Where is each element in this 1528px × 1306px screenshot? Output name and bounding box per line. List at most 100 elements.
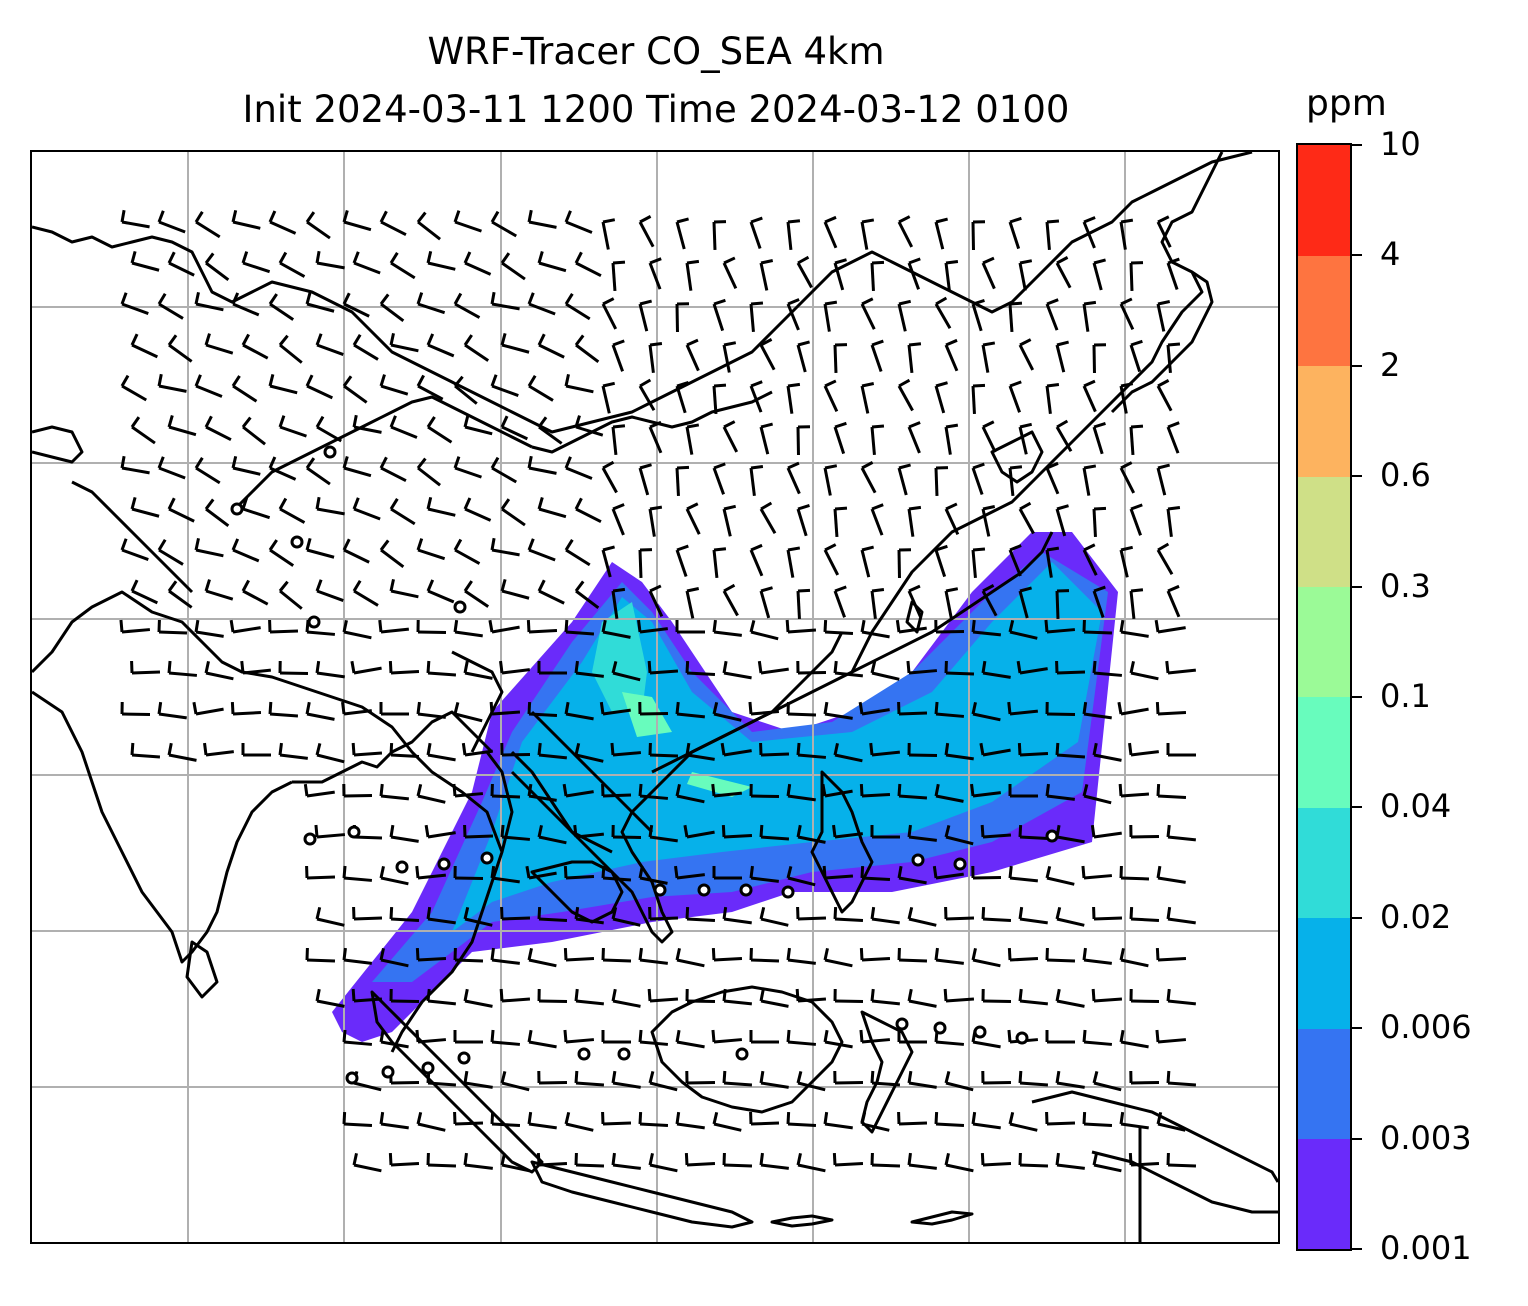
wind-barb-flag	[527, 701, 532, 715]
wind-barb	[824, 630, 854, 635]
wind-barb	[713, 957, 743, 962]
wind-barb	[306, 548, 335, 559]
wind-barb	[935, 872, 964, 880]
wind-barb	[1129, 262, 1134, 292]
wind-barb	[1093, 1163, 1122, 1173]
wind-barb	[982, 748, 1011, 757]
wind-barb-flag	[1093, 585, 1106, 593]
wind-barb-flag	[723, 420, 736, 429]
wind-barb	[935, 958, 964, 965]
wind-barb	[380, 794, 410, 801]
wind-barb-flag	[870, 1070, 875, 1084]
wind-barb	[306, 466, 331, 486]
wind-barb	[601, 385, 611, 414]
wind-barb	[1130, 671, 1159, 681]
wind-barb	[760, 1081, 789, 1089]
wind-barb	[945, 671, 975, 676]
wind-barb	[944, 344, 959, 372]
wind-barb	[501, 1163, 530, 1173]
wind-barb	[871, 671, 900, 681]
wind-barb	[380, 384, 409, 396]
wind-barb-flag	[416, 783, 423, 797]
wind-barb-flag	[683, 824, 689, 838]
wind-barb	[1092, 262, 1103, 291]
wind-barb-flag	[426, 496, 433, 510]
wind-barb-flag	[278, 334, 289, 346]
wind-barb-flag	[1082, 1029, 1087, 1043]
wind-barb	[565, 302, 591, 321]
wind-barb-flag	[757, 660, 763, 674]
wind-barb-flag	[1130, 503, 1143, 511]
wind-barb-flag	[602, 218, 616, 224]
wind-barb-flag	[749, 865, 754, 879]
wind-barb	[639, 627, 668, 634]
wind-barb-flag	[1156, 865, 1162, 879]
wind-barb	[972, 791, 1001, 798]
wind-barb	[464, 425, 493, 436]
wind-barb-flag	[378, 619, 383, 633]
colorbar-tick	[1352, 144, 1362, 146]
wind-barb	[1055, 344, 1066, 373]
wind-barb-flag	[1130, 588, 1144, 593]
wind-barb	[638, 221, 655, 248]
wind-barb-flag	[389, 906, 394, 920]
wind-barb	[158, 302, 184, 320]
wind-barb	[316, 343, 344, 356]
wind-barb-flag	[574, 742, 581, 756]
wind-barb	[786, 467, 801, 495]
wind-barb	[538, 1162, 568, 1167]
wind-barb	[380, 1122, 409, 1130]
wind-barb	[131, 425, 156, 445]
wind-barb-flag	[723, 583, 736, 593]
wind-barb-flag	[563, 1029, 568, 1043]
wind-barb	[723, 671, 752, 680]
wind-barb-flag	[500, 1152, 506, 1166]
wind-barb	[343, 384, 368, 404]
wind-barb-flag	[415, 1029, 420, 1043]
wind-barb	[1120, 1122, 1149, 1130]
wind-barb	[982, 833, 1012, 839]
wind-barb-flag	[130, 251, 137, 264]
wind-barb	[380, 1040, 409, 1049]
wind-barb	[612, 751, 642, 757]
wind-barb-flag	[463, 1152, 468, 1166]
wind-barb	[195, 630, 224, 638]
wind-barb-flag	[612, 424, 626, 429]
wind-barb	[1019, 752, 1049, 757]
map-panel[interactable]	[30, 150, 1280, 1244]
wind-barb	[380, 876, 409, 886]
wind-barb	[833, 590, 846, 618]
wind-barb-flag	[638, 947, 643, 961]
wind-barb-flag	[685, 906, 690, 920]
wind-barb-flag	[649, 505, 663, 511]
wind-barb-flag	[908, 257, 921, 265]
wind-barb	[1130, 917, 1160, 922]
wind-barb-flag	[426, 906, 432, 920]
wind-barb-flag	[1157, 215, 1170, 224]
wind-barb	[898, 958, 928, 963]
wind-barb-flag	[490, 291, 496, 305]
wind-barb-flag	[898, 299, 912, 306]
wind-barb	[417, 302, 446, 315]
wind-barb-flag	[278, 251, 288, 264]
wind-barb	[306, 630, 336, 636]
wind-barb-flag	[674, 865, 679, 879]
wind-barb-flag	[796, 1152, 802, 1166]
wind-barb	[638, 467, 650, 496]
wind-barb-flag	[426, 250, 433, 264]
wind-barb	[824, 789, 853, 798]
wind-barb-flag	[824, 215, 837, 224]
wind-barb	[1018, 262, 1027, 291]
wind-barb	[1083, 958, 1112, 965]
wind-barb	[723, 749, 752, 757]
wind-barb-flag	[167, 334, 178, 346]
coast-korea	[990, 430, 1044, 484]
wind-barb	[353, 997, 383, 1003]
wind-barb	[131, 261, 160, 272]
wind-barb-flag	[860, 1111, 867, 1125]
wind-barb-flag	[268, 293, 278, 305]
wind-barb	[501, 589, 530, 600]
border-china-mongolia	[531, 390, 773, 454]
wind-barb	[501, 1081, 530, 1092]
wind-barb	[316, 261, 345, 270]
